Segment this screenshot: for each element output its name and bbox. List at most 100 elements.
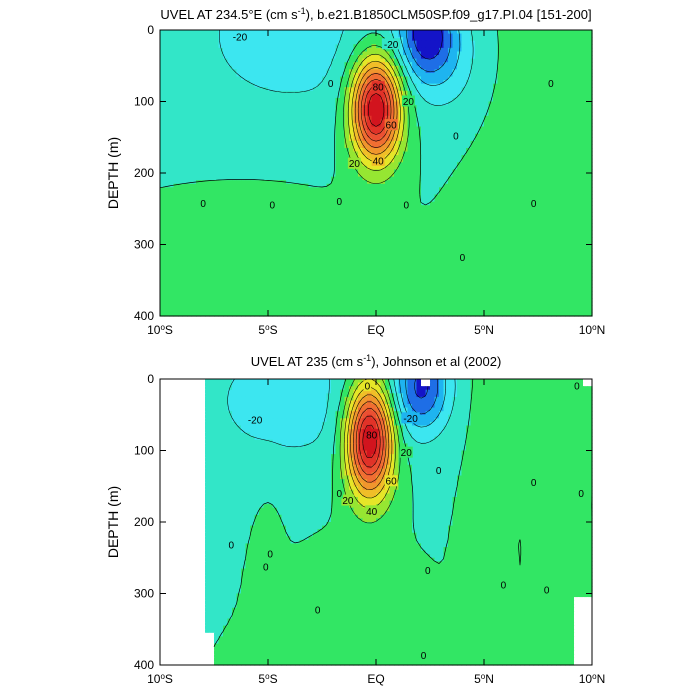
field-cell (565, 133, 571, 138)
field-cell (245, 165, 251, 171)
field-cell (250, 133, 256, 138)
field-cell (290, 115, 296, 120)
field-cell (196, 144, 202, 149)
field-cell (205, 176, 211, 181)
field-cell (277, 205, 283, 210)
field-cell (452, 194, 458, 199)
field-cell (259, 176, 265, 181)
field-cell (182, 144, 188, 149)
field-cell (565, 198, 571, 203)
field-cell (425, 65, 431, 70)
field-cell (452, 94, 458, 99)
field-cell (304, 62, 310, 67)
field-cell (277, 112, 283, 117)
field-cell (187, 40, 193, 45)
field-cell (569, 108, 575, 113)
field-cell (533, 212, 539, 217)
field-cell (263, 30, 269, 35)
field-cell (412, 90, 418, 95)
field-cell (241, 190, 247, 196)
field-cell (304, 122, 310, 128)
field-cell (277, 97, 283, 103)
field-cell (542, 69, 548, 74)
field-cell (556, 76, 562, 81)
field-cell (488, 87, 494, 92)
field-cell (326, 169, 332, 174)
field-cell (245, 201, 251, 206)
field-cell (452, 55, 458, 60)
field-cell (538, 162, 544, 167)
field-cell (218, 83, 224, 88)
field-cell (533, 119, 539, 124)
field-cell (160, 97, 166, 103)
field-cell (349, 65, 355, 70)
field-cell (317, 37, 323, 42)
field-cell (488, 33, 494, 38)
field-cell (281, 108, 287, 113)
field-cell (209, 126, 215, 131)
field-cell (187, 101, 193, 106)
field-cell (493, 173, 499, 178)
field-cell (326, 62, 332, 67)
field-cell (479, 119, 485, 124)
field-cell (479, 90, 485, 95)
field-cell (434, 201, 440, 206)
field-cell (430, 83, 436, 88)
field-cell (466, 37, 472, 42)
field-cell (398, 194, 404, 199)
field-cell (254, 205, 260, 210)
field-cell (254, 119, 260, 124)
field-cell (268, 208, 274, 213)
field-cell (493, 208, 499, 213)
field-cell (520, 201, 526, 206)
field-cell (376, 205, 382, 210)
field-cell (277, 119, 283, 124)
field-cell (560, 208, 566, 213)
field-cell (398, 151, 404, 156)
field-cell (367, 212, 373, 217)
field-cell (281, 47, 287, 53)
field-cell (520, 122, 526, 128)
field-cell (434, 87, 440, 92)
field-cell (421, 69, 427, 74)
field-cell (452, 101, 458, 106)
field-cell (268, 183, 274, 188)
field-cell (281, 133, 287, 138)
field-cell (205, 97, 211, 103)
field-cell (475, 76, 481, 81)
field-cell (416, 115, 422, 120)
field-cell (556, 40, 562, 45)
field-cell (457, 194, 463, 199)
field-cell (560, 47, 566, 53)
field-cell (394, 55, 400, 60)
field-cell (331, 119, 337, 124)
field-cell (160, 133, 166, 138)
field-cell (326, 162, 332, 167)
field-cell (232, 126, 238, 131)
field-cell (475, 155, 481, 160)
field-cell (583, 101, 589, 106)
field-cell (209, 176, 215, 181)
field-cell (470, 105, 476, 110)
field-cell (227, 105, 233, 110)
field-cell (506, 97, 512, 103)
field-cell (295, 158, 301, 163)
field-cell (497, 205, 503, 210)
field-cell (394, 180, 400, 185)
field-cell (259, 72, 265, 78)
field-cell (281, 90, 287, 95)
field-cell (457, 205, 463, 210)
field-cell (358, 97, 364, 103)
field-cell (281, 183, 287, 188)
field-cell (403, 140, 409, 145)
field-cell (160, 130, 166, 135)
field-cell (529, 151, 535, 156)
field-cell (223, 115, 229, 120)
field-cell (164, 190, 170, 196)
field-cell (412, 137, 418, 142)
field-cell (254, 105, 260, 110)
field-cell (349, 169, 355, 174)
field-cell (493, 47, 499, 53)
field-cell (493, 201, 499, 206)
field-cell (538, 151, 544, 156)
